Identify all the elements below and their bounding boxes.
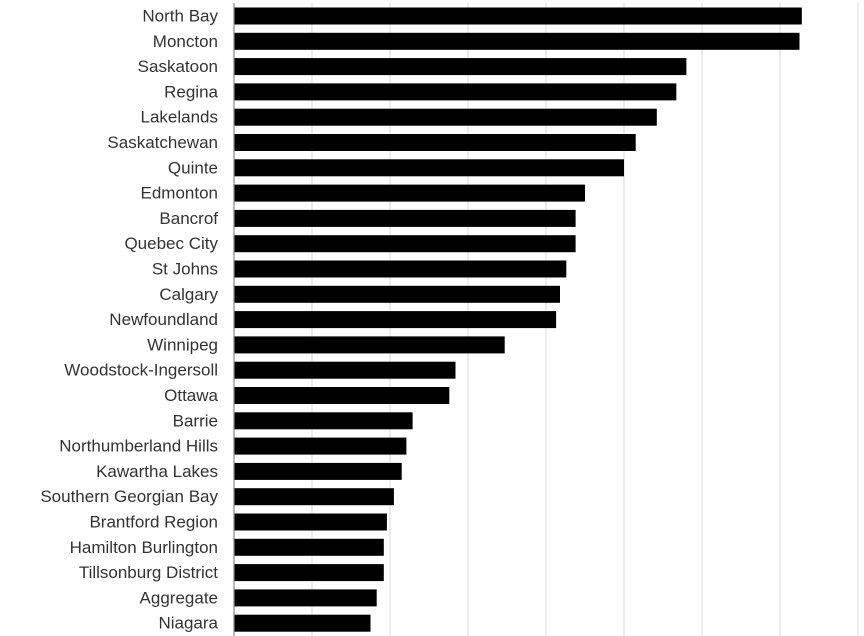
category-label: Bancrof [159, 209, 218, 228]
bar [234, 235, 576, 253]
category-label: North Bay [142, 7, 218, 26]
bar [234, 462, 402, 480]
category-label: Calgary [159, 285, 218, 304]
bar [234, 538, 384, 556]
bar [234, 58, 687, 76]
category-label: Lakelands [140, 108, 218, 127]
category-label: Saskatchewan [107, 133, 218, 152]
bar [234, 311, 557, 329]
bar [234, 564, 384, 582]
bar [234, 589, 377, 607]
category-label: Woodstock-Ingersoll [64, 361, 218, 380]
bar [234, 260, 567, 278]
bar [234, 184, 585, 202]
category-label: Newfoundland [109, 310, 218, 329]
category-label: Winnipeg [147, 335, 218, 354]
bar [234, 108, 657, 126]
bar [234, 285, 560, 303]
bar [234, 209, 576, 227]
category-label: Regina [164, 82, 218, 101]
bar [234, 361, 456, 379]
category-label: Hamilton Burlington [70, 538, 218, 557]
category-label: Saskatoon [138, 57, 218, 76]
bar [234, 387, 450, 404]
category-label: Ottawa [164, 386, 218, 405]
category-label: Quebec City [124, 234, 218, 253]
bar [234, 437, 407, 455]
category-label: Brantford Region [89, 513, 218, 532]
category-label: St Johns [152, 260, 218, 279]
category-label: Moncton [153, 32, 218, 51]
bar [234, 336, 505, 354]
bar [234, 134, 636, 151]
bar [234, 7, 802, 25]
category-label: Kawartha Lakes [96, 462, 218, 481]
category-label: Barrie [173, 411, 218, 430]
category-label: Quinte [168, 158, 218, 177]
bar [234, 614, 371, 632]
bar [234, 159, 624, 177]
bar [234, 32, 800, 50]
bar [234, 412, 413, 430]
category-label: Northumberland Hills [59, 437, 218, 456]
bar [234, 83, 677, 101]
bar [234, 488, 394, 506]
bar [234, 513, 387, 531]
category-label: Niagara [158, 614, 218, 633]
category-label: Edmonton [141, 184, 219, 203]
category-label: Tillsonburg District [79, 563, 218, 582]
category-label: Southern Georgian Bay [40, 487, 218, 506]
category-label: Aggregate [140, 588, 218, 607]
